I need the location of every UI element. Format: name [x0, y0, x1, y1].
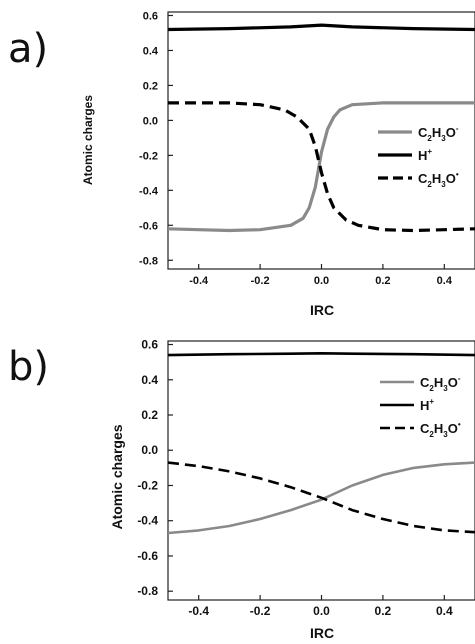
legend-label-b-2: C2H3O• [420, 420, 461, 439]
series-line-b-2 [167, 461, 475, 534]
panel-label-b: b) [8, 344, 49, 390]
x-tick-label-b: -0.2 [250, 604, 271, 618]
x-tick-label-a: 0.2 [375, 275, 390, 287]
y-tick-label-b: 0.4 [141, 373, 158, 387]
series-line-b-1 [167, 352, 475, 357]
y-tick-label-b: -0.6 [137, 549, 158, 563]
legend-a: C2H3O- H+ C2H3O• [378, 124, 459, 189]
legend-label-a-2: C2H3O• [418, 170, 459, 189]
panel-label-a: a) [8, 26, 48, 72]
x-tick-label-a: 0.0 [314, 275, 329, 287]
panel-b: b) Atomic charges IRC -0.4 -0.2 0.0 0.2 0.4-… [8, 338, 475, 641]
legend-label-a-1: H+ [418, 147, 432, 163]
series-a [167, 23, 475, 233]
x-axis-title-b: IRC [310, 625, 334, 641]
y-tick-label-b: 0.0 [141, 443, 158, 457]
y-axis-title-a: Atomic charges [81, 95, 95, 185]
x-tick-label-b: 0.2 [375, 604, 392, 618]
x-tick-label-b: -0.4 [188, 604, 209, 618]
ticks-a: -0.4 -0.2 0.0 0.2 0.4 -0.8 -0.6 -0.4 -0.2 0.0 0.2 0… [139, 10, 453, 287]
y-tick-label-b: -0.8 [137, 584, 158, 598]
y-tick-label-a: 0.4 [143, 45, 159, 57]
legend-label-b-1: H+ [420, 397, 434, 413]
x-tick-label-b: 0.0 [313, 604, 330, 618]
ticks-b: -0.4 -0.2 0.0 0.2 0.4 -0.8 -0.6 -0.4 -0.2 0.0 0.2 0… [137, 338, 453, 618]
y-tick-label-a: -0.8 [139, 255, 158, 267]
x-tick-label-a: -0.2 [251, 275, 270, 287]
y-tick-label-b: -0.2 [137, 478, 158, 492]
panel-a: a) Atomic charges IRC -0.4 -0.2 0.0 0.2 0.4-… [8, 10, 475, 318]
legend-label-b-0: C2H3O- [420, 374, 461, 393]
y-tick-label-b: 0.2 [141, 408, 158, 422]
series-line-a-2 [168, 101, 475, 233]
y-tick-label-a: -0.6 [139, 220, 158, 232]
x-axis-title-a: IRC [310, 302, 334, 318]
legend-b: C2H3O- H+ C2H3O• [380, 374, 461, 439]
x-tick-label-a: 0.4 [437, 275, 453, 287]
series-line-b-0 [167, 461, 475, 535]
y-tick-label-b: -0.4 [137, 514, 158, 528]
x-tick-label-a: -0.4 [189, 275, 209, 287]
y-axis-title-b: Atomic charges [109, 424, 125, 529]
series-b [167, 352, 475, 535]
series-line-a-0 [167, 101, 475, 233]
legend-label-a-0: C2H3O- [418, 124, 459, 143]
y-tick-label-b: 0.6 [141, 338, 158, 352]
y-tick-label-a: -0.2 [139, 150, 158, 162]
y-tick-label-a: 0.6 [143, 10, 158, 22]
y-tick-label-a: -0.4 [139, 185, 159, 197]
series-line-a-1 [167, 23, 475, 32]
x-tick-label-b: 0.4 [436, 604, 453, 618]
y-tick-label-a: 0.2 [143, 80, 158, 92]
y-tick-label-a: 0.0 [143, 115, 158, 127]
